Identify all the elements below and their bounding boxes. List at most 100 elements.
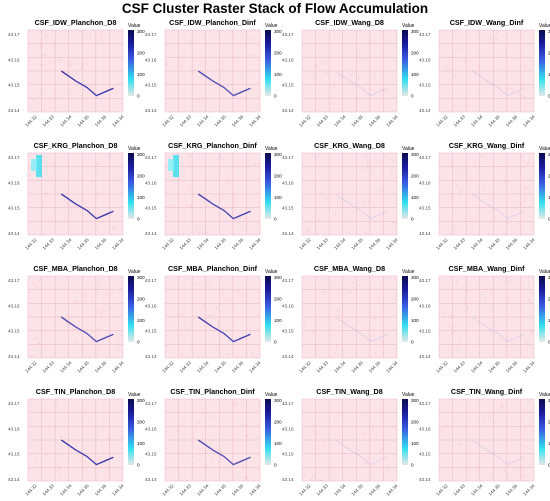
legend-tick-label: 0 bbox=[274, 463, 277, 468]
flow-segment bbox=[43, 453, 50, 458]
x-tick-label: 144.33 bbox=[42, 114, 56, 128]
y-tick-label: 43.17 bbox=[419, 278, 431, 283]
panel-title: CSF_KRG_Wang_D8 bbox=[314, 141, 385, 150]
flow-segment bbox=[521, 187, 527, 191]
y-tick-label: 43.17 bbox=[145, 155, 157, 160]
flow-segment bbox=[494, 38, 500, 42]
flow-segment bbox=[213, 195, 218, 198]
flow-segment bbox=[216, 172, 221, 177]
flow-segment bbox=[103, 168, 106, 170]
legend-tick-label: 300 bbox=[137, 152, 145, 157]
x-tick-label: 144.32 bbox=[298, 360, 312, 374]
flow-segment bbox=[514, 401, 520, 405]
flow-segment bbox=[443, 159, 446, 161]
flow-segment bbox=[330, 469, 333, 471]
y-tick-label: 43.15 bbox=[8, 329, 20, 334]
panel-title: CSF_TIN_Wang_D8 bbox=[316, 387, 382, 396]
flow-segment bbox=[318, 107, 321, 111]
flow-segment bbox=[182, 320, 185, 326]
flow-segment bbox=[343, 456, 349, 461]
flow-segment bbox=[522, 443, 528, 449]
flow-segment bbox=[79, 347, 83, 350]
flow-segment bbox=[67, 72, 70, 76]
legend-tick-label: 200 bbox=[274, 420, 282, 425]
flow-segment bbox=[70, 233, 75, 236]
legend-colorbar bbox=[539, 30, 545, 96]
legend-tick-label: 300 bbox=[548, 29, 550, 34]
flow-segment bbox=[371, 317, 377, 320]
flow-segment bbox=[198, 86, 201, 88]
panel-title: CSF_KRG_Planchon_D8 bbox=[34, 141, 118, 150]
flow-segment bbox=[183, 103, 187, 109]
flow-segment bbox=[498, 69, 500, 71]
flow-segment bbox=[322, 299, 325, 301]
flow-segment bbox=[187, 455, 189, 458]
flow-segment bbox=[385, 350, 388, 353]
flow-segment bbox=[233, 325, 236, 328]
flow-segment bbox=[344, 224, 346, 227]
panel-csf-idw-wang-dinf: CSF_IDW_Wang_Dinf 43.17 43.16 43.15 43.14 144… bbox=[419, 18, 550, 128]
flow-segment bbox=[30, 42, 33, 45]
flow-segment bbox=[217, 343, 221, 347]
main-stream bbox=[60, 316, 114, 343]
flow-segment bbox=[316, 440, 320, 444]
y-tick-label: 43.16 bbox=[419, 426, 431, 431]
panel-title: CSF_MBA_Planchon_D8 bbox=[33, 264, 117, 273]
y-tick-label: 43.14 bbox=[145, 477, 157, 482]
flow-segment bbox=[39, 63, 45, 67]
flow-segment bbox=[256, 437, 259, 439]
flow-segment bbox=[466, 467, 471, 471]
flow-segment bbox=[188, 161, 192, 164]
flow-segment bbox=[201, 437, 204, 439]
legend-tick-label: 300 bbox=[274, 152, 282, 157]
flow-segment bbox=[519, 454, 522, 458]
flow-segment bbox=[482, 418, 485, 423]
x-tick-label: 144.35 bbox=[213, 483, 227, 497]
x-tick-label: 144.34 bbox=[248, 483, 262, 497]
y-tick-label: 43.17 bbox=[419, 401, 431, 406]
legend-tick-label: 0 bbox=[137, 340, 140, 345]
flow-segment bbox=[198, 225, 204, 228]
panel-title: CSF_KRG_Planchon_Dinf bbox=[168, 141, 257, 150]
panel-csf-mba-planchon-d8: CSF_MBA_Planchon_D8 43.17 43.16 43.15 43.14 1… bbox=[8, 264, 145, 374]
flow-segment bbox=[94, 476, 97, 481]
flow-segment bbox=[326, 433, 329, 436]
y-tick-label: 43.14 bbox=[145, 354, 157, 359]
flow-segment bbox=[93, 293, 98, 295]
y-tick-label: 43.16 bbox=[282, 180, 294, 185]
y-tick-label: 43.17 bbox=[8, 278, 20, 283]
legend-tick-label: 0 bbox=[137, 94, 140, 99]
x-tick-label: 144.35 bbox=[213, 237, 227, 251]
flow-segment bbox=[453, 30, 455, 32]
flow-segment bbox=[63, 222, 66, 225]
flow-segment bbox=[379, 198, 381, 202]
y-tick-label: 43.14 bbox=[8, 477, 20, 482]
x-tick-label: 144.34 bbox=[59, 114, 73, 128]
flow-segment bbox=[473, 166, 479, 170]
flow-segment bbox=[225, 353, 230, 356]
flow-segment bbox=[313, 183, 316, 187]
flow-segment bbox=[94, 454, 97, 457]
legend-tick-label: 200 bbox=[548, 297, 550, 302]
legend-colorbar bbox=[539, 399, 545, 465]
flow-segment bbox=[336, 36, 339, 40]
flow-segment bbox=[358, 283, 363, 287]
flow-segment bbox=[453, 210, 458, 213]
flow-segment bbox=[450, 314, 453, 320]
flow-segment bbox=[33, 337, 39, 340]
flow-segment bbox=[457, 58, 461, 61]
legend-tick-label: 200 bbox=[411, 297, 419, 302]
flow-segment bbox=[306, 229, 311, 234]
flow-segment bbox=[213, 65, 217, 69]
main-stream bbox=[197, 439, 251, 466]
flow-segment bbox=[43, 446, 46, 450]
flow-segment bbox=[307, 221, 310, 223]
flow-segment bbox=[516, 408, 519, 412]
flow-segment bbox=[98, 326, 101, 331]
flow-segment bbox=[443, 425, 448, 427]
flow-segment bbox=[506, 222, 509, 225]
flow-segment bbox=[44, 189, 49, 195]
flow-segment bbox=[118, 333, 122, 337]
x-tick-label: 144.36 bbox=[368, 360, 382, 374]
legend-title: Value bbox=[265, 392, 278, 398]
